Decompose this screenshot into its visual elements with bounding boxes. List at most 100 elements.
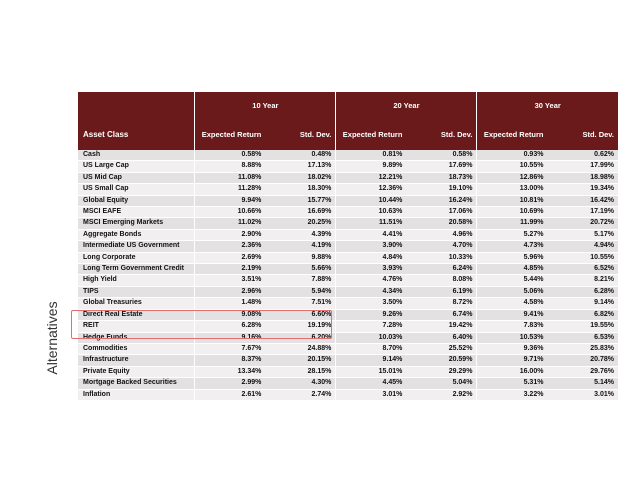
expected-return-30y-cell: 9.71% [476, 354, 548, 367]
table-row: Long Corporate 2.69% 9.88% 4.84% 10.33% 5.96%… [78, 252, 618, 265]
expected-return-10y-cell: 11.28% [194, 183, 266, 196]
std-dev-10y-cell: 4.39% [265, 229, 336, 242]
column-header-row: Asset Class Expected Return Std. Dev. Ex… [78, 118, 618, 150]
expected-return-20y-cell: 3.01% [335, 389, 407, 401]
std-dev-30y-cell: 6.28% [547, 286, 618, 299]
std-dev-30y-cell: 6.53% [547, 332, 618, 344]
expected-return-10y-cell: 11.08% [194, 172, 266, 185]
expected-return-20y-cell: 4.34% [335, 286, 407, 299]
std-dev-30y-cell: 8.21% [547, 274, 618, 287]
blank-header-cell [78, 92, 195, 118]
std-dev-30y-cell: 5.17% [547, 229, 618, 242]
expected-return-10y-cell: 8.37% [194, 354, 266, 367]
std-dev-30y-cell: 20.72% [547, 217, 618, 230]
expected-return-20y-cell: 11.51% [335, 217, 407, 230]
horizon-20-year-header: 20 Year [335, 92, 477, 118]
expected-return-30y-cell: 16.00% [476, 366, 548, 379]
std-dev-10y-cell: 17.13% [265, 160, 336, 173]
std-dev-20y-cell: 5.04% [406, 377, 477, 390]
table-body: Cash 0.58% 0.48% 0.81% 0.58% 0.93% 0.62% US Lar… [78, 150, 618, 401]
expected-return-20y-cell: 10.44% [335, 195, 407, 208]
expected-return-10y-cell: 3.51% [194, 274, 266, 287]
asset-class-cell: Direct Real Estate [78, 309, 195, 322]
std-dev-30y-cell: 17.99% [547, 160, 618, 173]
std-dev-10y-cell: 4.30% [265, 377, 336, 390]
asset-class-cell: Aggregate Bonds [78, 229, 195, 242]
horizon-10-year-header: 10 Year [194, 92, 336, 118]
std-dev-10y-cell: 28.15% [265, 366, 336, 379]
asset-class-cell: Intermediate US Government [78, 240, 195, 253]
expected-return-20y-cell: 4.45% [335, 377, 407, 390]
asset-class-cell: Hedge Funds [78, 332, 195, 344]
expected-return-10y-cell: 9.08% [194, 309, 266, 322]
std-dev-30y-cell: 0.62% [547, 150, 618, 162]
expected-return-20y-cell: 9.89% [335, 160, 407, 173]
asset-class-cell: Infrastructure [78, 354, 195, 367]
expected-return-30y-cell: 9.36% [476, 343, 548, 356]
expected-return-30y-cell: 5.96% [476, 252, 548, 265]
expected-return-20y-cell: 9.14% [335, 354, 407, 367]
expected-return-20y-cell: 3.90% [335, 240, 407, 253]
asset-class-table-container: 10 Year 20 Year 30 Year Asset Class Expe… [78, 92, 618, 401]
std-dev-20y-cell: 2.92% [406, 389, 477, 401]
std-dev-20y-cell: 10.33% [406, 252, 477, 265]
std-dev-header: Std. Dev. [265, 118, 336, 150]
expected-return-20y-cell: 15.01% [335, 366, 407, 379]
expected-return-20y-cell: 3.93% [335, 263, 407, 276]
expected-return-10y-cell: 6.28% [194, 320, 266, 333]
expected-return-20y-cell: 3.50% [335, 297, 407, 310]
asset-class-cell: Global Treasuries [78, 297, 195, 310]
std-dev-20y-cell: 6.24% [406, 263, 477, 276]
expected-return-30y-cell: 5.06% [476, 286, 548, 299]
expected-return-10y-cell: 2.19% [194, 263, 266, 276]
asset-class-cell: US Small Cap [78, 183, 195, 196]
horizon-header-row: 10 Year 20 Year 30 Year [78, 92, 618, 118]
expected-return-20y-cell: 4.84% [335, 252, 407, 265]
std-dev-20y-cell: 4.70% [406, 240, 477, 253]
expected-return-20y-cell: 4.41% [335, 229, 407, 242]
expected-return-30y-cell: 5.27% [476, 229, 548, 242]
std-dev-10y-cell: 7.51% [265, 297, 336, 310]
std-dev-10y-cell: 6.20% [265, 332, 336, 344]
std-dev-10y-cell: 24.88% [265, 343, 336, 356]
expected-return-30y-cell: 13.00% [476, 183, 548, 196]
std-dev-20y-cell: 6.74% [406, 309, 477, 322]
table-row: Infrastructure 8.37% 20.15% 9.14% 20.59% 9.71… [78, 354, 618, 367]
std-dev-10y-cell: 0.48% [265, 150, 336, 162]
std-dev-30y-cell: 20.78% [547, 354, 618, 367]
std-dev-10y-cell: 19.19% [265, 320, 336, 333]
expected-return-20y-cell: 12.21% [335, 172, 407, 185]
expected-return-30y-cell: 10.55% [476, 160, 548, 173]
std-dev-10y-cell: 9.88% [265, 252, 336, 265]
table-row: US Large Cap 8.88% 17.13% 9.89% 17.69% 10.55%… [78, 160, 618, 173]
table-row: Intermediate US Government 2.36% 4.19% 3.90… [78, 240, 618, 253]
table-row: TIPS 2.96% 5.94% 4.34% 6.19% 5.06% 6.28% [78, 286, 618, 299]
asset-class-cell: US Large Cap [78, 160, 195, 173]
std-dev-10y-cell: 18.30% [265, 183, 336, 196]
alternatives-label: Alternatives [44, 301, 60, 375]
asset-class-cell: REIT [78, 320, 195, 333]
expected-return-10y-cell: 2.90% [194, 229, 266, 242]
asset-class-cell: US Mid Cap [78, 172, 195, 185]
expected-return-30y-cell: 7.83% [476, 320, 548, 333]
expected-return-30y-cell: 10.81% [476, 195, 548, 208]
std-dev-30y-cell: 19.34% [547, 183, 618, 196]
expected-return-10y-cell: 13.34% [194, 366, 266, 379]
std-dev-20y-cell: 19.10% [406, 183, 477, 196]
std-dev-30y-cell: 16.42% [547, 195, 618, 208]
table-row: Commodities 7.67% 24.88% 8.70% 25.52% 9.36% 25… [78, 343, 618, 356]
std-dev-10y-cell: 5.66% [265, 263, 336, 276]
expected-return-20y-cell: 4.76% [335, 274, 407, 287]
std-dev-30y-cell: 6.52% [547, 263, 618, 276]
asset-class-cell: MSCI Emerging Markets [78, 217, 195, 230]
std-dev-10y-cell: 16.69% [265, 206, 336, 219]
std-dev-20y-cell: 8.72% [406, 297, 477, 310]
table-row: Global Treasuries 1.48% 7.51% 3.50% 8.72% 4.5… [78, 297, 618, 310]
table-row: Private Equity 13.34% 28.15% 15.01% 29.29% 16… [78, 366, 618, 379]
std-dev-30y-cell: 25.83% [547, 343, 618, 356]
expected-return-30y-cell: 5.44% [476, 274, 548, 287]
std-dev-30y-cell: 6.82% [547, 309, 618, 322]
std-dev-header: Std. Dev. [547, 118, 618, 150]
std-dev-30y-cell: 18.98% [547, 172, 618, 185]
table-row: MSCI Emerging Markets 11.02% 20.25% 11.51% 2… [78, 217, 618, 230]
